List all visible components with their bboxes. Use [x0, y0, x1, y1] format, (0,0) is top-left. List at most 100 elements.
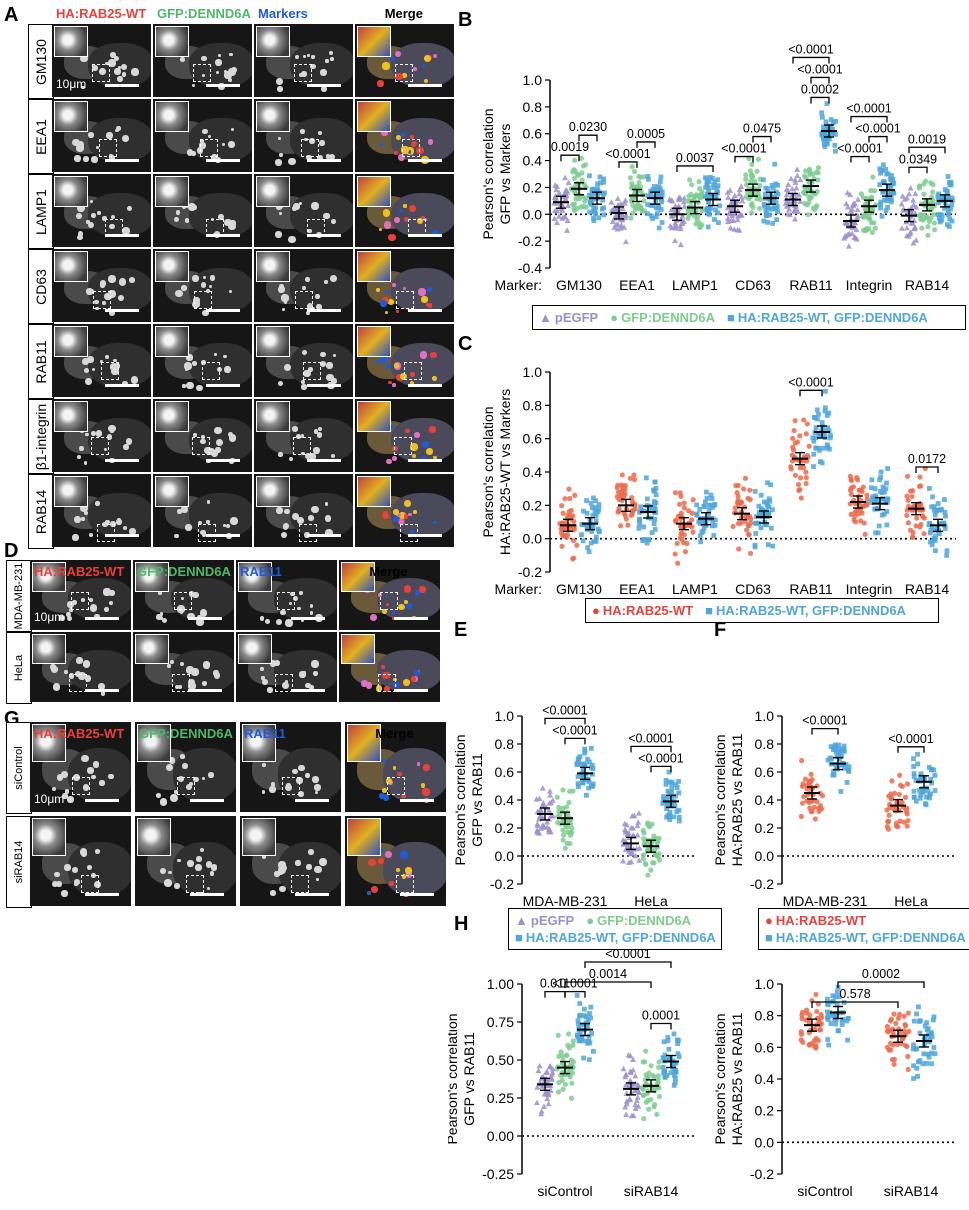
- puncta: [218, 214, 225, 221]
- data-point: [942, 526, 948, 531]
- zoom-inset: [54, 476, 88, 508]
- puncta: [385, 602, 390, 607]
- significance-bracket: [650, 765, 672, 773]
- data-point: [570, 169, 576, 175]
- puncta: [54, 666, 59, 671]
- puncta: [433, 455, 437, 459]
- data-point: [927, 530, 933, 536]
- data-point: [701, 525, 707, 531]
- data-point: [629, 182, 636, 189]
- puncta: [109, 223, 115, 230]
- puncta: [202, 275, 207, 280]
- puncta: [310, 611, 314, 615]
- data-point: [676, 818, 682, 824]
- cell-shape: [172, 842, 236, 896]
- data-point: [767, 498, 773, 504]
- data-point: [545, 1090, 552, 1096]
- data-point: [785, 187, 792, 194]
- data-point: [854, 206, 861, 213]
- data-point: [739, 197, 746, 204]
- data-point: [799, 758, 805, 764]
- y-label: Pearson's correlation HA:RAB25 vs RAB11: [712, 1012, 745, 1145]
- puncta: [385, 364, 391, 369]
- data-point: [589, 525, 595, 531]
- data-point: [907, 184, 914, 191]
- cell-shape: [376, 578, 440, 620]
- y-tick-label: 1.0: [523, 72, 543, 88]
- data-point: [549, 797, 556, 803]
- data-point: [653, 486, 659, 491]
- puncta: [122, 443, 129, 450]
- row-label-text: LAMP1: [33, 188, 49, 235]
- scale-bar: [408, 84, 442, 87]
- data-point: [949, 195, 955, 201]
- data-point: [935, 507, 940, 513]
- channel-header: HA:RAB25-WT: [56, 6, 147, 21]
- zoom-inset: [256, 176, 290, 208]
- y-tick-label: 0.8: [523, 397, 543, 413]
- puncta: [361, 679, 368, 687]
- puncta: [108, 309, 116, 316]
- roi-box: [403, 362, 422, 381]
- puncta: [291, 425, 298, 432]
- puncta: [186, 149, 194, 157]
- data-point: [702, 175, 708, 181]
- puncta: [261, 789, 266, 794]
- data-point: [703, 499, 708, 505]
- puncta: [193, 433, 198, 437]
- data-point: [877, 477, 882, 483]
- data-point: [884, 1023, 890, 1030]
- puncta: [104, 519, 110, 525]
- data-point: [540, 800, 547, 806]
- puncta: [130, 376, 139, 385]
- data-point: [765, 186, 771, 192]
- data-point: [768, 525, 774, 531]
- puncta: [326, 374, 334, 382]
- puncta: [111, 367, 119, 376]
- data-point: [897, 772, 903, 778]
- data-point: [803, 469, 809, 475]
- puncta: [397, 771, 402, 777]
- data-point: [738, 194, 745, 200]
- p-value: 0.0002: [801, 82, 839, 96]
- p-value: 0.0172: [908, 452, 946, 466]
- data-point: [668, 213, 675, 219]
- roi-box: [197, 524, 216, 543]
- data-point: [735, 482, 741, 489]
- puncta: [277, 861, 286, 869]
- data-point: [945, 207, 951, 213]
- legend-label: GFP:DENND6A: [621, 310, 715, 325]
- x-category-label: EEA1: [619, 581, 655, 597]
- puncta: [80, 54, 88, 63]
- puncta: [295, 860, 301, 866]
- data-point: [712, 179, 718, 185]
- puncta: [288, 157, 296, 165]
- data-point: [734, 226, 741, 233]
- p-value: <0.0001: [802, 714, 848, 728]
- data-point: [888, 191, 893, 196]
- puncta: [122, 380, 128, 387]
- data-point: [858, 487, 864, 493]
- y-tick-label: 0.8: [755, 1008, 775, 1024]
- data-point: [627, 475, 633, 481]
- data-point: [816, 808, 822, 815]
- data-point: [654, 211, 660, 216]
- data-point: [554, 207, 561, 214]
- data-point: [825, 1001, 830, 1007]
- data-point: [738, 183, 745, 190]
- puncta: [420, 295, 428, 303]
- y-tick-label: -0.25: [482, 1166, 514, 1182]
- data-point: [932, 512, 938, 518]
- data-point: [546, 1063, 553, 1070]
- puncta: [420, 456, 427, 462]
- data-point: [871, 499, 877, 505]
- puncta: [382, 209, 390, 217]
- panel-label: H: [454, 913, 468, 935]
- puncta: [93, 880, 101, 889]
- y-tick-label: 0.0: [523, 206, 543, 222]
- data-point: [758, 492, 764, 498]
- puncta: [192, 204, 198, 210]
- data-point: [580, 776, 586, 781]
- data-point: [544, 1095, 551, 1102]
